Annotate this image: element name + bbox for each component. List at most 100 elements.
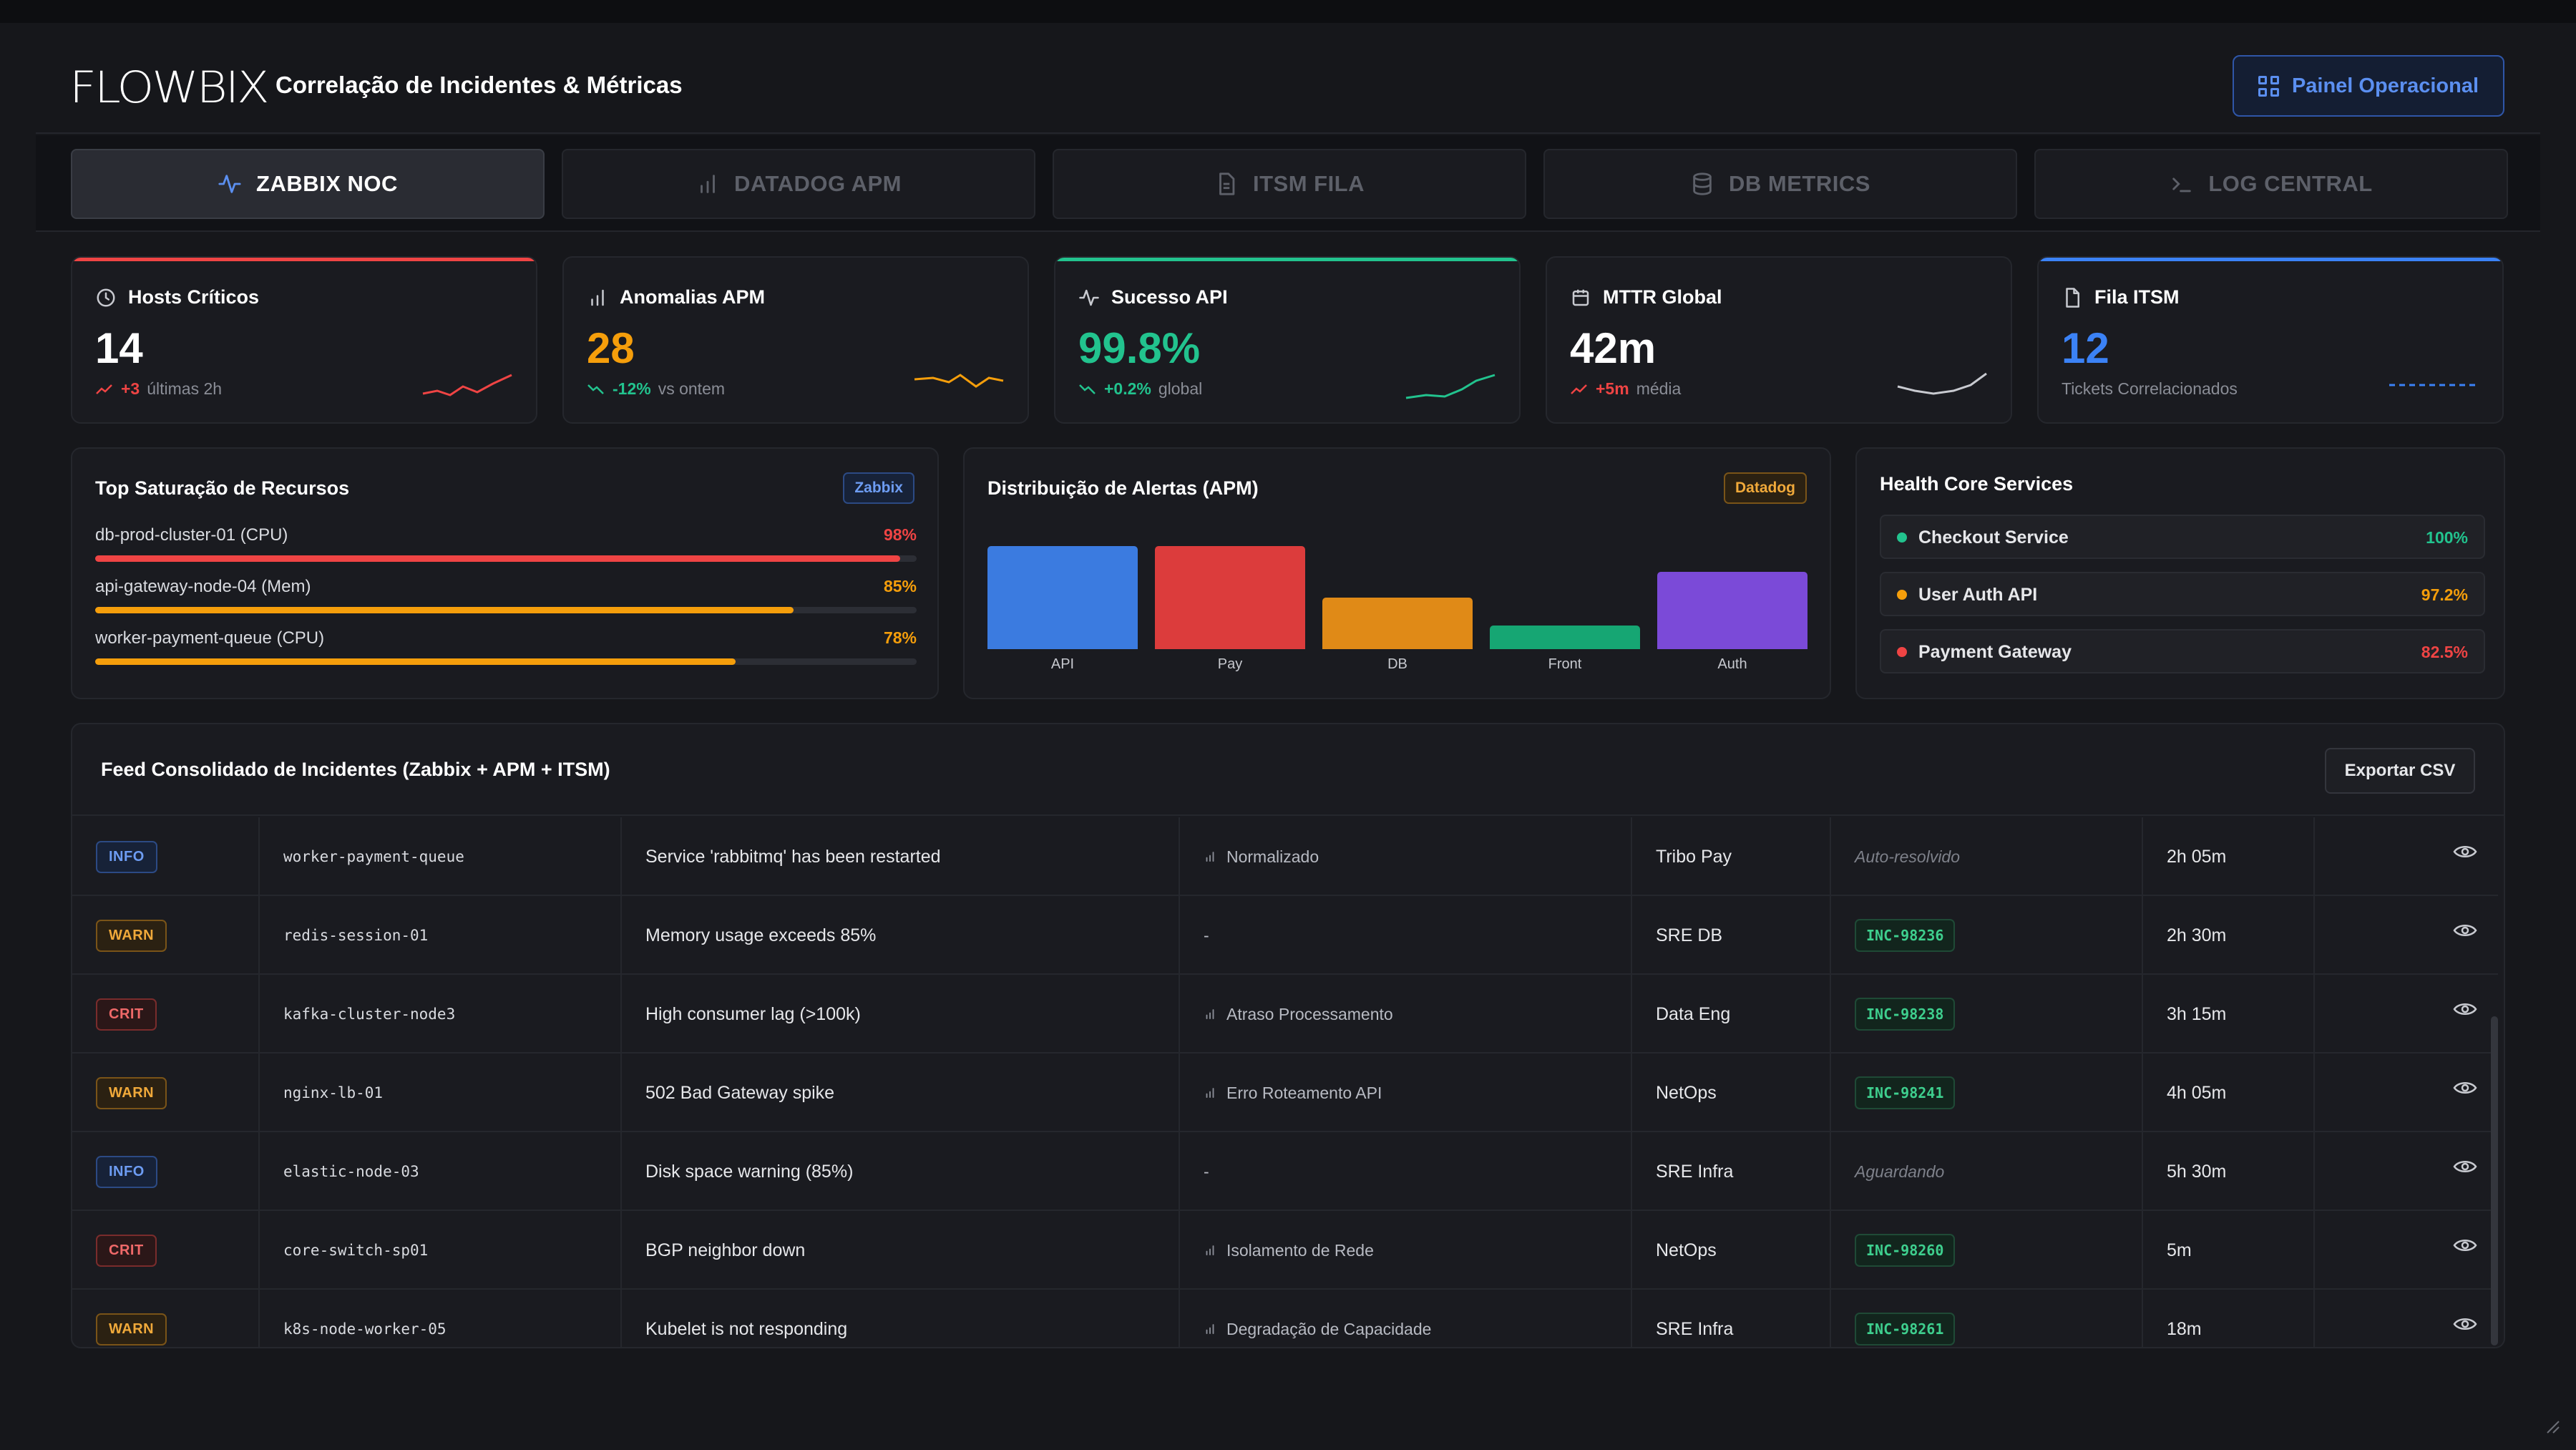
eye-icon: [2453, 846, 2477, 857]
table-cell: Memory usage exceeds 85%: [622, 896, 1180, 975]
grid-icon: [2258, 75, 2279, 97]
panel-title: Top Saturação de Recursos: [95, 477, 350, 499]
itsm-ticket-link[interactable]: INC-98260: [1855, 1234, 1956, 1267]
severity-badge: CRIT: [96, 1234, 157, 1267]
card-title: Anomalias APM: [620, 286, 766, 308]
incident-age: 3h 15m: [2167, 1003, 2227, 1024]
team-name: Tribo Pay: [1656, 846, 1732, 867]
saturation-track: [95, 555, 917, 562]
bar-chart-icon: [1206, 1324, 1214, 1334]
table-cell: Disk space warning (85%): [622, 1132, 1180, 1211]
bar-api[interactable]: [987, 546, 1138, 649]
table-row[interactable]: CRIT core-switch-sp01 BGP neighbor down Iso…: [72, 1211, 2498, 1290]
card-subtext: global: [1158, 379, 1203, 398]
view-button[interactable]: [2453, 1316, 2477, 1332]
sparkline: [422, 374, 512, 396]
table-cell: CRIT: [72, 975, 260, 1054]
tab-itsm-fila[interactable]: ITSM FILA: [1053, 149, 1526, 219]
table-cell: Auto-resolvido: [1831, 817, 2143, 896]
table-row[interactable]: WARN redis-session-01 Memory usage exceeds…: [72, 896, 2498, 975]
card-title: Fila ITSM: [2094, 286, 2180, 308]
view-button[interactable]: [2453, 1237, 2477, 1253]
tab-datadog-apm[interactable]: DATADOG APM: [562, 149, 1035, 219]
saturation-track: [95, 658, 917, 665]
table-row[interactable]: WARN k8s-node-worker-05 Kubelet is not res…: [72, 1290, 2498, 1347]
bar-pay[interactable]: [1155, 546, 1305, 649]
table-row[interactable]: INFO elastic-node-03 Disk space warning (8…: [72, 1132, 2498, 1211]
panel-distribuicao-alertas: Distribuição de Alertas (APM) Datadog AP…: [963, 447, 1831, 699]
panel-saturacao: Top Saturação de Recursos Zabbix db-prod…: [71, 447, 939, 699]
table-row[interactable]: CRIT kafka-cluster-node3 High consumer lag…: [72, 975, 2498, 1054]
trend-up-icon: [1571, 384, 1587, 394]
feed-scrollbar[interactable]: [2491, 1016, 2498, 1346]
table-row[interactable]: INFO worker-payment-queue Service 'rabbitm…: [72, 817, 2498, 896]
table-cell: 5h 30m: [2143, 1132, 2315, 1211]
impact: -: [1204, 1162, 1209, 1182]
table-cell: [2315, 1054, 2498, 1132]
sparkline: [2389, 384, 2478, 386]
itsm-ticket-link[interactable]: INC-98261: [1855, 1313, 1956, 1346]
card-accent: [72, 258, 536, 261]
saturation-pct: 98%: [883, 525, 917, 544]
service-row-payment-gateway[interactable]: Payment Gateway 82.5%: [1880, 629, 2485, 673]
saturation-fill: [95, 555, 901, 562]
bar-chart-icon: [1206, 1245, 1214, 1255]
card-delta: -12%: [613, 379, 651, 398]
trend-up-icon: [96, 384, 112, 394]
eye-icon: [2453, 1003, 2477, 1015]
calendar-icon: [1572, 289, 1589, 306]
host-name: core-switch-sp01: [283, 1242, 429, 1259]
impact-text: Degradação de Capacidade: [1226, 1319, 1432, 1338]
app-header: FLOWBIX Correlação de Incidentes & Métri…: [36, 23, 2540, 134]
table-cell: k8s-node-worker-05: [260, 1290, 622, 1347]
team-name: SRE Infra: [1656, 1318, 1734, 1339]
impact-text: -: [1204, 1162, 1209, 1181]
eye-icon: [2453, 1082, 2477, 1094]
itsm-ticket-link[interactable]: INC-98238: [1855, 998, 1956, 1031]
tab-db-metrics[interactable]: DB METRICS: [1543, 149, 2017, 219]
view-button[interactable]: [2453, 1001, 2477, 1017]
table-cell: INFO: [72, 1132, 260, 1211]
resize-handle-icon[interactable]: [2545, 1419, 2560, 1434]
bar-auth[interactable]: [1657, 572, 1807, 649]
table-cell: Isolamento de Rede: [1180, 1211, 1632, 1290]
impact: Normalizado: [1204, 847, 1319, 867]
table-cell: -: [1180, 896, 1632, 975]
panel-health-core: Health Core Services Checkout Service 10…: [1855, 447, 2505, 699]
tab-zabbix-noc[interactable]: ZABBIX NOC: [71, 149, 545, 219]
impact: Degradação de Capacidade: [1204, 1320, 1431, 1339]
table-cell: 2h 05m: [2143, 817, 2315, 896]
impact-text: Atraso Processamento: [1226, 1004, 1393, 1023]
table-cell: WARN: [72, 896, 260, 975]
table-cell: [2315, 1211, 2498, 1290]
table-row[interactable]: WARN nginx-lb-01 502 Bad Gateway spike Erro…: [72, 1054, 2498, 1132]
table-cell: Service 'rabbitmq' has been restarted: [622, 817, 1180, 896]
saturation-row: api-gateway-node-04 (Mem) 85%: [95, 577, 917, 613]
card-hosts-criticos: Hosts Críticos 14 +3 últimas 2h: [71, 256, 537, 424]
saturation-label: worker-payment-queue (CPU): [95, 628, 325, 648]
painel-operacional-button[interactable]: Painel Operacional: [2233, 55, 2504, 117]
bar-db[interactable]: [1322, 598, 1473, 649]
service-row-user-auth[interactable]: User Auth API 97.2%: [1880, 572, 2485, 616]
bar-front[interactable]: [1490, 625, 1640, 649]
table-cell: Degradação de Capacidade: [1180, 1290, 1632, 1347]
itsm-ticket-link[interactable]: INC-98241: [1855, 1076, 1956, 1109]
view-button[interactable]: [2453, 1159, 2477, 1174]
card-title: Hosts Críticos: [128, 286, 260, 308]
card-value: 42m: [1570, 324, 1657, 372]
export-csv-button[interactable]: Exportar CSV: [2325, 748, 2475, 794]
view-button[interactable]: [2453, 1080, 2477, 1096]
card-value: 12: [2062, 324, 2109, 372]
tab-log-central[interactable]: LOG CENTRAL: [2034, 149, 2508, 219]
card-delta: +5m: [1596, 379, 1629, 398]
table-cell: SRE Infra: [1632, 1132, 1831, 1211]
saturation-pct: 78%: [883, 628, 917, 647]
incident-message: Memory usage exceeds 85%: [645, 925, 877, 945]
itsm-ticket-link[interactable]: INC-98236: [1855, 919, 1956, 952]
table-cell: Tribo Pay: [1632, 817, 1831, 896]
view-button[interactable]: [2453, 923, 2477, 938]
view-button[interactable]: [2453, 844, 2477, 860]
service-row-checkout[interactable]: Checkout Service 100%: [1880, 515, 2485, 559]
clock-icon: [97, 288, 115, 306]
table-cell: INC-98241: [1831, 1054, 2143, 1132]
